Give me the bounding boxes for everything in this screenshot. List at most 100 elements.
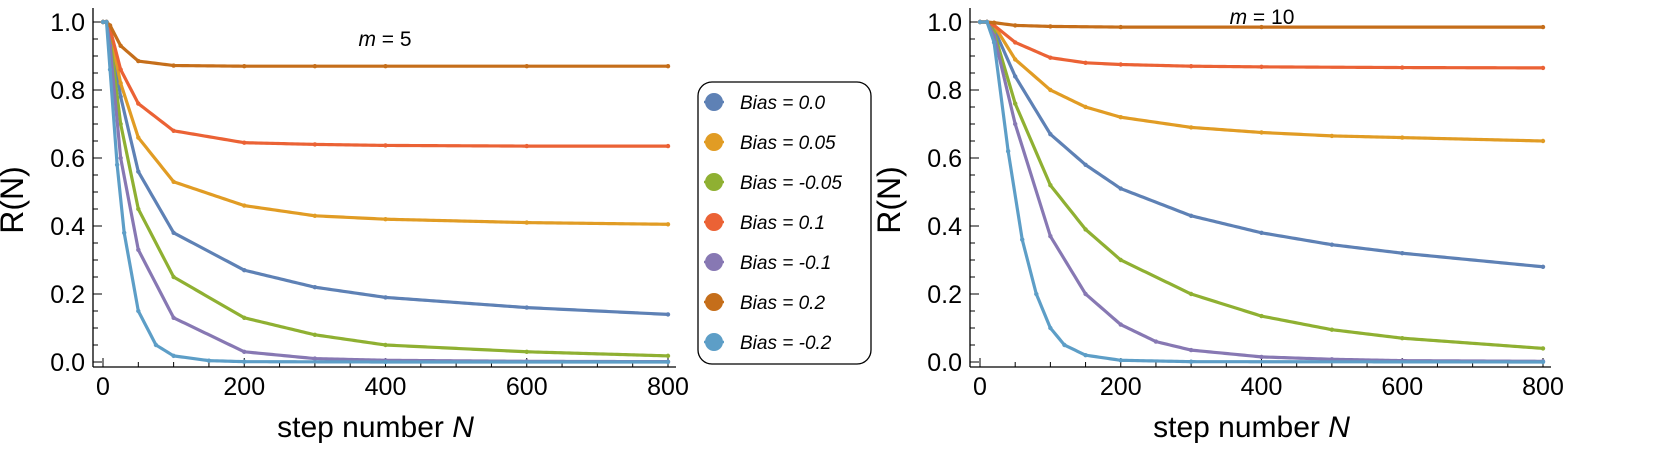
data-point bbox=[1259, 313, 1264, 319]
series-line bbox=[101, 20, 670, 316]
data-point bbox=[118, 121, 123, 127]
series-line bbox=[101, 20, 670, 358]
annotation-text: = 10 bbox=[1247, 6, 1294, 29]
annotation-var: m bbox=[358, 28, 376, 51]
data-point bbox=[1048, 183, 1053, 188]
legend-item: Bias = 0.2 bbox=[704, 293, 825, 314]
y-tick-label: 1.0 bbox=[927, 9, 962, 37]
data-point bbox=[242, 63, 247, 69]
data-point bbox=[1329, 133, 1335, 139]
data-point bbox=[1400, 135, 1405, 140]
data-point bbox=[1012, 101, 1018, 106]
data-point bbox=[136, 247, 141, 252]
legend-item: Bias = -0.05 bbox=[704, 173, 842, 194]
data-point bbox=[991, 20, 997, 25]
data-point bbox=[383, 359, 388, 365]
series-line bbox=[978, 20, 1545, 29]
data-point bbox=[524, 349, 529, 354]
legend-label: Bias = 0.05 bbox=[740, 133, 836, 154]
data-point bbox=[383, 295, 388, 300]
panel-m10: 0 200 400 600 800 0.0 0.2 0.4 0.6 0.8 1.0 step numb… bbox=[871, 6, 1564, 444]
data-point bbox=[312, 213, 318, 218]
data-point bbox=[1083, 227, 1088, 232]
data-point bbox=[1048, 132, 1053, 137]
data-point bbox=[1540, 24, 1546, 30]
data-point bbox=[665, 222, 671, 227]
data-point bbox=[1540, 138, 1546, 144]
data-point bbox=[312, 285, 318, 290]
data-point bbox=[1540, 264, 1546, 269]
legend-swatch-marker bbox=[705, 133, 723, 151]
series-line bbox=[101, 20, 670, 148]
data-point bbox=[1259, 354, 1264, 360]
data-point bbox=[524, 143, 529, 149]
data-point bbox=[1118, 358, 1123, 363]
data-point bbox=[100, 19, 106, 25]
data-point bbox=[1188, 347, 1194, 353]
data-point bbox=[312, 142, 318, 147]
data-point bbox=[1400, 336, 1405, 341]
data-point bbox=[1188, 359, 1194, 364]
data-point bbox=[312, 63, 318, 69]
data-point bbox=[118, 94, 123, 100]
panel-m5: 0 200 400 600 800 0.0 0.2 0.4 0.6 0.8 1.0 step numb… bbox=[0, 8, 689, 444]
data-point bbox=[171, 353, 176, 359]
x-tick-label: 200 bbox=[223, 373, 265, 401]
data-point bbox=[1329, 327, 1335, 332]
data-point bbox=[665, 359, 671, 365]
panel-annotation: m = 5 bbox=[358, 28, 411, 51]
data-point bbox=[665, 143, 671, 149]
data-point bbox=[171, 128, 176, 133]
data-point bbox=[524, 63, 529, 69]
data-point bbox=[665, 353, 671, 359]
data-point bbox=[383, 342, 388, 348]
data-point bbox=[1259, 230, 1264, 235]
data-point bbox=[1118, 24, 1123, 30]
data-point bbox=[1118, 257, 1123, 263]
data-point bbox=[242, 203, 247, 208]
data-point bbox=[121, 230, 127, 235]
series-line bbox=[978, 20, 1545, 70]
data-point bbox=[118, 67, 123, 72]
data-point bbox=[312, 356, 318, 361]
data-point bbox=[383, 217, 388, 222]
legend-label: Bias = 0.2 bbox=[740, 293, 825, 314]
data-point bbox=[383, 143, 388, 148]
legend-label: Bias = 0.0 bbox=[740, 93, 825, 114]
data-point bbox=[118, 155, 123, 161]
data-point bbox=[107, 67, 113, 72]
legend-item: Bias = 0.1 bbox=[704, 213, 825, 234]
data-point bbox=[171, 315, 176, 320]
data-point bbox=[107, 23, 113, 28]
y-tick-label: 0.2 bbox=[927, 281, 962, 309]
legend-label: Bias = -0.05 bbox=[740, 173, 842, 194]
data-point bbox=[136, 308, 141, 314]
y-tick-label: 0.8 bbox=[927, 77, 962, 105]
data-point bbox=[1118, 322, 1123, 327]
data-point bbox=[153, 342, 159, 348]
data-point bbox=[984, 19, 990, 25]
x-tick-label: 600 bbox=[1381, 373, 1423, 401]
annotation-var: m bbox=[1230, 6, 1248, 29]
y-tick-label: 0.2 bbox=[50, 281, 85, 309]
x-tick-label: 0 bbox=[973, 373, 987, 401]
data-point bbox=[1153, 339, 1159, 344]
data-point bbox=[1400, 251, 1405, 256]
series-line bbox=[978, 20, 1545, 363]
legend-swatch-marker bbox=[705, 93, 723, 111]
data-point bbox=[242, 315, 247, 320]
data-point bbox=[1034, 291, 1039, 297]
data-point bbox=[242, 349, 247, 354]
data-point bbox=[1540, 65, 1546, 71]
data-point bbox=[991, 40, 997, 45]
data-point bbox=[1062, 342, 1067, 348]
data-point bbox=[1118, 115, 1123, 120]
y-tick-label: 0.6 bbox=[50, 145, 85, 173]
legend-item: Bias = 0.05 bbox=[704, 133, 836, 154]
data-point bbox=[1012, 74, 1018, 79]
x-tick-label: 800 bbox=[647, 373, 689, 401]
series-line bbox=[101, 20, 670, 68]
legend-box bbox=[697, 81, 872, 365]
x-axis-title-text: step number bbox=[1153, 411, 1328, 444]
legend-swatch-marker bbox=[705, 333, 723, 351]
